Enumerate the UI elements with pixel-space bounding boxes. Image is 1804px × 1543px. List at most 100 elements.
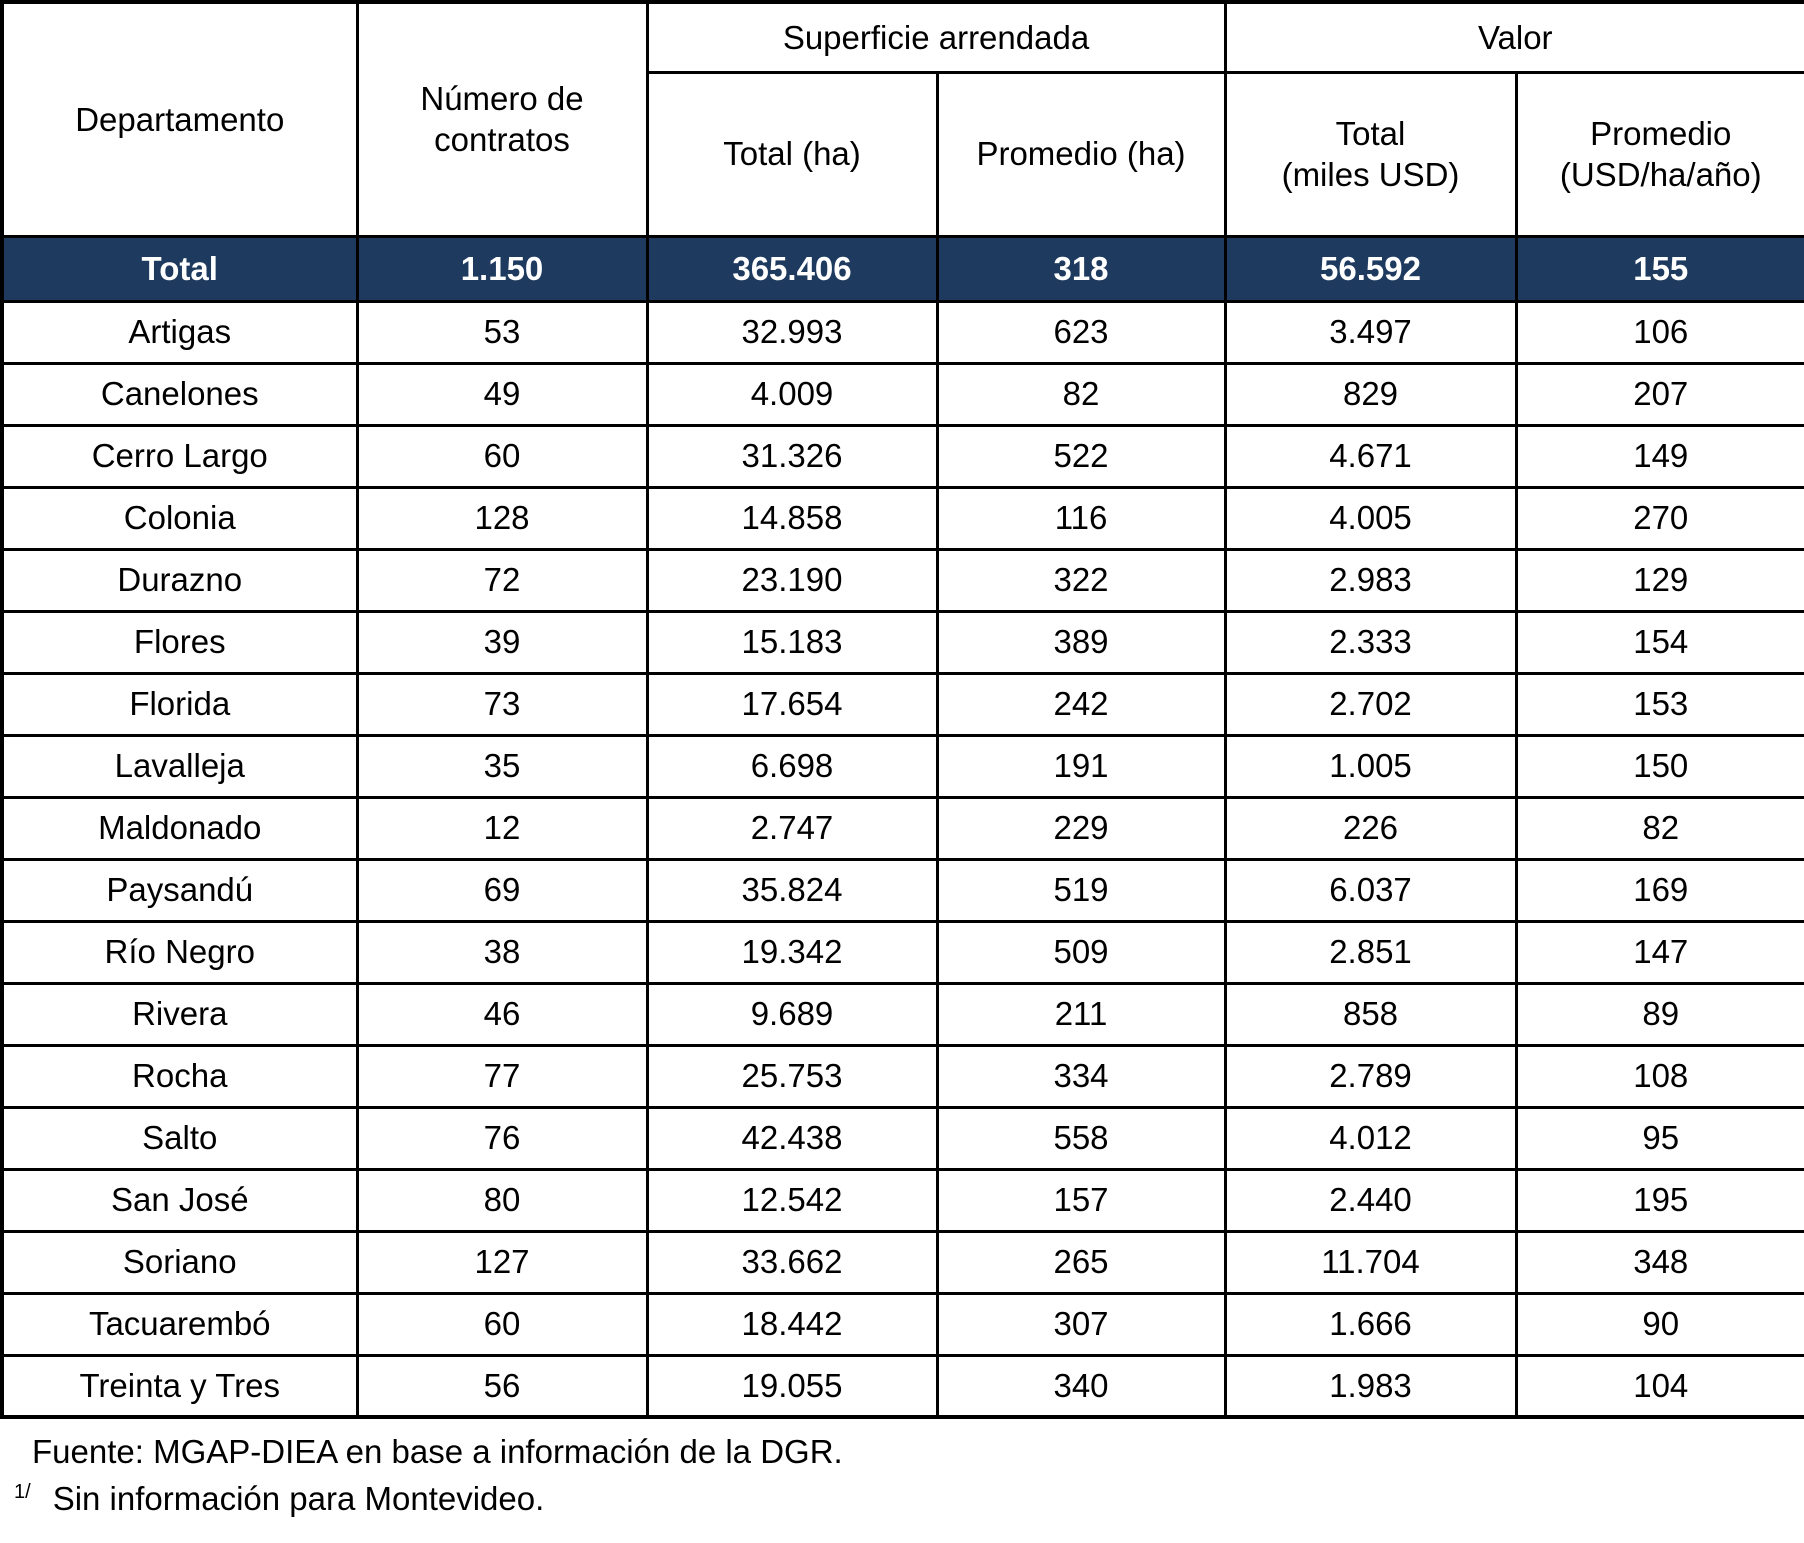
table-row: Rocha 77 25.753 334 2.789 108 bbox=[0, 1043, 1804, 1109]
cell-superficie-promedio: 519 bbox=[935, 857, 1227, 923]
cell-contratos: 39 bbox=[355, 609, 649, 675]
total-cell-valor-promedio: 155 bbox=[1514, 234, 1804, 303]
total-row: Total 1.150 365.406 318 56.592 155 bbox=[0, 234, 1804, 303]
cell-contratos: 128 bbox=[355, 485, 649, 551]
cell-superficie-total: 12.542 bbox=[645, 1167, 939, 1233]
cell-valor-total: 2.333 bbox=[1223, 609, 1518, 675]
cell-superficie-total: 19.342 bbox=[645, 919, 939, 985]
cell-valor-promedio: 270 bbox=[1514, 485, 1804, 551]
cell-superficie-promedio: 522 bbox=[935, 423, 1227, 489]
total-cell-superficie-total: 365.406 bbox=[645, 234, 939, 303]
header-contratos: Número de contratos bbox=[355, 0, 649, 238]
cell-valor-total: 2.440 bbox=[1223, 1167, 1518, 1233]
cell-departamento: Paysandú bbox=[0, 857, 359, 923]
cell-valor-promedio: 108 bbox=[1514, 1043, 1804, 1109]
cell-valor-total: 1.005 bbox=[1223, 733, 1518, 799]
cell-valor-promedio: 90 bbox=[1514, 1291, 1804, 1357]
table-row: Lavalleja 35 6.698 191 1.005 150 bbox=[0, 733, 1804, 799]
cell-valor-total: 6.037 bbox=[1223, 857, 1518, 923]
cell-valor-total: 4.671 bbox=[1223, 423, 1518, 489]
cell-valor-promedio: 104 bbox=[1514, 1353, 1804, 1419]
table-footer: Fuente: MGAP-DIEA en base a información … bbox=[0, 1419, 1804, 1523]
cell-superficie-total: 6.698 bbox=[645, 733, 939, 799]
cell-superficie-promedio: 265 bbox=[935, 1229, 1227, 1295]
header-valor-total: Total (miles USD) bbox=[1223, 70, 1518, 238]
cell-valor-promedio: 106 bbox=[1514, 299, 1804, 365]
cell-departamento: Salto bbox=[0, 1105, 359, 1171]
cell-valor-promedio: 207 bbox=[1514, 361, 1804, 427]
cell-contratos: 12 bbox=[355, 795, 649, 861]
footnote-text: Sin información para Montevideo. bbox=[52, 1479, 545, 1517]
table-row: Florida 73 17.654 242 2.702 153 bbox=[0, 671, 1804, 737]
cell-valor-total: 2.789 bbox=[1223, 1043, 1518, 1109]
cell-valor-total: 858 bbox=[1223, 981, 1518, 1047]
cell-valor-promedio: 129 bbox=[1514, 547, 1804, 613]
cell-superficie-promedio: 116 bbox=[935, 485, 1227, 551]
cell-superficie-total: 15.183 bbox=[645, 609, 939, 675]
cell-departamento: Florida bbox=[0, 671, 359, 737]
cell-superficie-total: 31.326 bbox=[645, 423, 939, 489]
cell-superficie-total: 32.993 bbox=[645, 299, 939, 365]
cell-contratos: 127 bbox=[355, 1229, 649, 1295]
cell-contratos: 35 bbox=[355, 733, 649, 799]
cell-valor-total: 829 bbox=[1223, 361, 1518, 427]
cell-departamento: Rivera bbox=[0, 981, 359, 1047]
table-row: Soriano 127 33.662 265 11.704 348 bbox=[0, 1229, 1804, 1295]
table-row: Salto 76 42.438 558 4.012 95 bbox=[0, 1105, 1804, 1171]
cell-departamento: Flores bbox=[0, 609, 359, 675]
cell-contratos: 49 bbox=[355, 361, 649, 427]
cell-superficie-promedio: 307 bbox=[935, 1291, 1227, 1357]
cell-contratos: 38 bbox=[355, 919, 649, 985]
cell-valor-promedio: 95 bbox=[1514, 1105, 1804, 1171]
cell-superficie-total: 35.824 bbox=[645, 857, 939, 923]
cell-contratos: 60 bbox=[355, 423, 649, 489]
table-row: Paysandú 69 35.824 519 6.037 169 bbox=[0, 857, 1804, 923]
cell-superficie-promedio: 389 bbox=[935, 609, 1227, 675]
cell-superficie-total: 17.654 bbox=[645, 671, 939, 737]
header-valor-promedio: Promedio (USD/ha/año) bbox=[1514, 70, 1804, 238]
cell-superficie-promedio: 322 bbox=[935, 547, 1227, 613]
cell-superficie-total: 25.753 bbox=[645, 1043, 939, 1109]
cell-superficie-promedio: 82 bbox=[935, 361, 1227, 427]
cell-superficie-promedio: 558 bbox=[935, 1105, 1227, 1171]
cell-valor-total: 2.851 bbox=[1223, 919, 1518, 985]
table-row: Rivera 46 9.689 211 858 89 bbox=[0, 981, 1804, 1047]
cell-departamento: Artigas bbox=[0, 299, 359, 365]
header-departamento: Departamento bbox=[0, 0, 359, 238]
cell-superficie-promedio: 623 bbox=[935, 299, 1227, 365]
cell-valor-promedio: 195 bbox=[1514, 1167, 1804, 1233]
cell-valor-promedio: 154 bbox=[1514, 609, 1804, 675]
cell-contratos: 56 bbox=[355, 1353, 649, 1419]
cell-contratos: 80 bbox=[355, 1167, 649, 1233]
cell-superficie-promedio: 211 bbox=[935, 981, 1227, 1047]
cell-superficie-promedio: 334 bbox=[935, 1043, 1227, 1109]
cell-superficie-total: 4.009 bbox=[645, 361, 939, 427]
cell-valor-promedio: 149 bbox=[1514, 423, 1804, 489]
cell-departamento: Lavalleja bbox=[0, 733, 359, 799]
table-body: Total 1.150 365.406 318 56.592 155 Artig… bbox=[0, 234, 1804, 1419]
cell-superficie-promedio: 191 bbox=[935, 733, 1227, 799]
table-row: Maldonado 12 2.747 229 226 82 bbox=[0, 795, 1804, 861]
cell-valor-promedio: 153 bbox=[1514, 671, 1804, 737]
cell-contratos: 60 bbox=[355, 1291, 649, 1357]
cell-contratos: 53 bbox=[355, 299, 649, 365]
cell-superficie-total: 19.055 bbox=[645, 1353, 939, 1419]
table-row: Colonia 128 14.858 116 4.005 270 bbox=[0, 485, 1804, 551]
cell-departamento: Río Negro bbox=[0, 919, 359, 985]
cell-valor-promedio: 147 bbox=[1514, 919, 1804, 985]
header-superficie-promedio: Promedio (ha) bbox=[935, 70, 1227, 238]
cell-superficie-total: 23.190 bbox=[645, 547, 939, 613]
cell-valor-total: 4.005 bbox=[1223, 485, 1518, 551]
cell-superficie-promedio: 157 bbox=[935, 1167, 1227, 1233]
cell-contratos: 46 bbox=[355, 981, 649, 1047]
cell-valor-promedio: 348 bbox=[1514, 1229, 1804, 1295]
table-row: Canelones 49 4.009 82 829 207 bbox=[0, 361, 1804, 427]
cell-superficie-total: 2.747 bbox=[645, 795, 939, 861]
cell-departamento: Tacuarembó bbox=[0, 1291, 359, 1357]
cell-departamento: Durazno bbox=[0, 547, 359, 613]
cell-valor-total: 11.704 bbox=[1223, 1229, 1518, 1295]
cell-valor-total: 3.497 bbox=[1223, 299, 1518, 365]
arrendamientos-table: Departamento Número de contratos Superfi… bbox=[0, 0, 1804, 1419]
cell-contratos: 73 bbox=[355, 671, 649, 737]
